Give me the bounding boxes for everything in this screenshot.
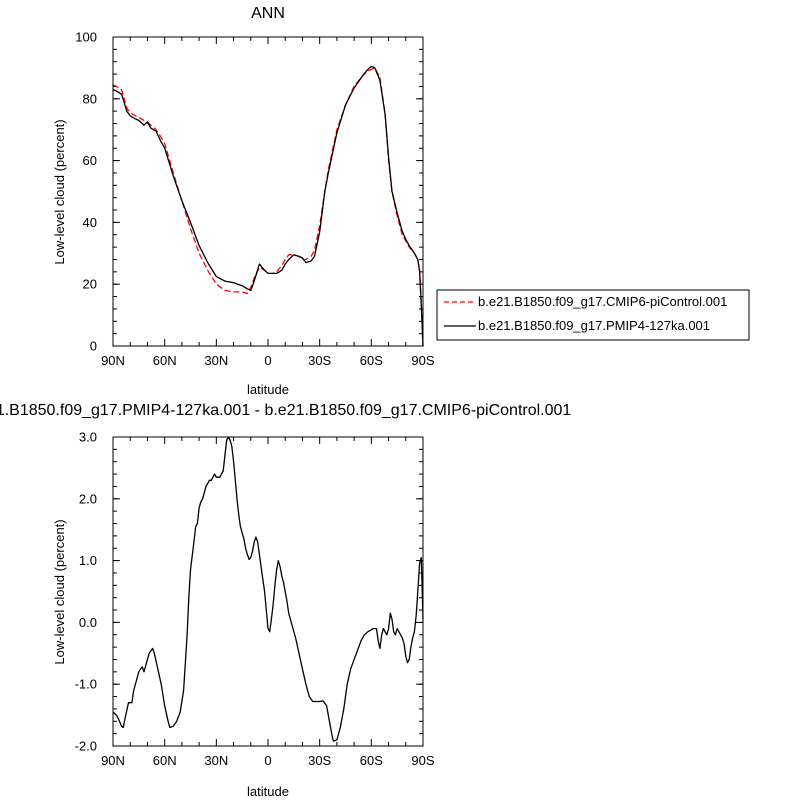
x-tick-label: 30N bbox=[204, 753, 228, 768]
panel-title: b.e21.B1850.f09_g17.PMIP4-127ka.001 - b.… bbox=[0, 402, 571, 419]
series-group bbox=[112, 436, 424, 742]
y-tick-label: 0 bbox=[90, 339, 97, 354]
y-tick-label: 3.0 bbox=[79, 430, 97, 445]
tick-group: 90N 60N 30N 0 30S 60S 90S -2.0 -1.0 0.0 1.0 2.0 3.0 bbox=[75, 430, 435, 769]
x-tick-label: 0 bbox=[264, 753, 271, 768]
x-tick-label: 60N bbox=[153, 353, 177, 368]
x-tick-label: 90N bbox=[101, 353, 125, 368]
x-tick-label: 90S bbox=[411, 353, 434, 368]
x-tick-label: 60N bbox=[153, 753, 177, 768]
y-tick-label: 80 bbox=[83, 91, 97, 106]
legend-box bbox=[436, 289, 750, 341]
legend-label-picontrol: b.e21.B1850.f09_g17.CMIP6-piControl.001 bbox=[478, 294, 727, 309]
y-tick-label: 0.0 bbox=[79, 615, 97, 630]
x-axis-label: latitude bbox=[247, 784, 289, 799]
y-tick-label: -2.0 bbox=[75, 739, 97, 754]
x-tick-label: 90N bbox=[101, 753, 125, 768]
y-tick-label: 20 bbox=[83, 277, 97, 292]
y-tick-label: 2.0 bbox=[79, 491, 97, 506]
x-tick-label: 90S bbox=[411, 753, 434, 768]
y-axis-label: Low-level cloud (percent) bbox=[52, 519, 67, 664]
y-tick-label: 1.0 bbox=[79, 553, 97, 568]
y-axis-label: Low-level cloud (percent) bbox=[52, 119, 67, 264]
series-line-difference bbox=[112, 436, 424, 742]
y-tick-label: 100 bbox=[75, 30, 97, 45]
series-line-pmip4-127ka bbox=[112, 65, 424, 347]
plot-frame bbox=[112, 36, 424, 347]
legend: b.e21.B1850.f09_g17.CMIP6-piControl.001 … bbox=[436, 289, 750, 341]
x-tick-label: 60S bbox=[360, 353, 383, 368]
series-group bbox=[112, 65, 424, 347]
difference-panel: b.e21.B1850.f09_g17.PMIP4-127ka.001 - b.… bbox=[0, 402, 571, 799]
x-tick-label: 60S bbox=[360, 753, 383, 768]
x-tick-label: 30S bbox=[308, 353, 331, 368]
series-line-cmip6-picontrol bbox=[112, 67, 424, 347]
x-tick-label: 0 bbox=[264, 353, 271, 368]
annual-cloud-panel: ANN latitude Low-level cloud (percent) 9… bbox=[52, 5, 435, 397]
x-axis-label: latitude bbox=[247, 382, 289, 397]
y-tick-label: 60 bbox=[83, 153, 97, 168]
legend-label-127ka: b.e21.B1850.f09_g17.PMIP4-127ka.001 bbox=[478, 318, 710, 333]
x-tick-label: 30N bbox=[204, 353, 228, 368]
y-tick-label: 40 bbox=[83, 215, 97, 230]
y-tick-label: -1.0 bbox=[75, 677, 97, 692]
plot-frame bbox=[112, 436, 424, 747]
panel-title: ANN bbox=[251, 5, 285, 22]
x-tick-label: 30S bbox=[308, 753, 331, 768]
